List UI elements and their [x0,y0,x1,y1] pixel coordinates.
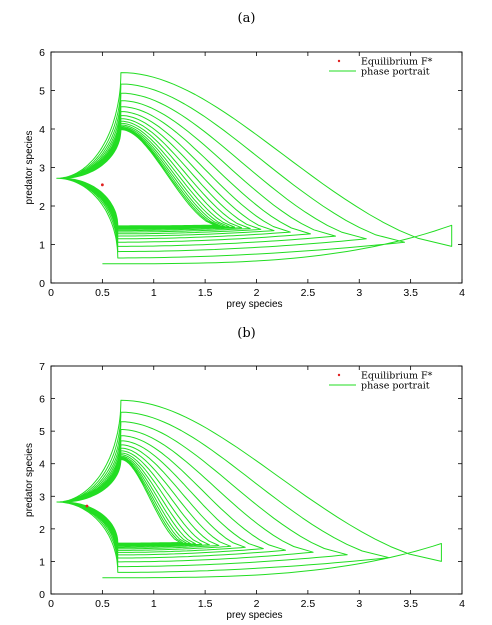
y-tick-label: 7 [39,361,45,373]
y-tick-label: 4 [39,124,45,136]
y-tick-label: 5 [39,426,45,438]
x-tick-label: 1 [151,598,157,610]
y-tick-label: 4 [39,459,45,471]
x-tick-label: 1.5 [198,598,213,610]
equilibrium-point [100,183,104,187]
x-tick-label: 0.5 [95,598,110,610]
x-tick-label: 1.5 [198,287,213,299]
phase-portrait-line [56,399,442,579]
panel-label: (b) [237,326,255,341]
x-tick-label: 1 [151,287,157,299]
legend-equilibrium-marker [337,59,341,63]
x-tick-label: 3.5 [403,287,418,299]
y-tick-label: 0 [39,278,45,290]
x-tick-label: 3.5 [403,598,418,610]
y-tick-label: 3 [39,491,45,503]
y-tick-label: 0 [39,589,45,601]
x-tick-label: 2.5 [301,598,316,610]
legend-equilibrium-label: Equilibrium F* [361,57,433,68]
plot-frame [50,51,463,284]
legend-equilibrium-marker [337,373,341,377]
y-tick-label: 6 [39,394,45,406]
chart-panel-a: (a) 0 0.5 1 1.5 2 2.5 3 3.5 4 0 1 2 3 4 5 6 prey species p… [24,11,465,310]
chart-panel-b: (b) 0 0.5 1 1.5 2 2.5 3 3.5 4 0 1 2 3 4 5 6 7 prey species… [24,326,465,621]
y-tick-label: 2 [39,201,45,213]
legend-portrait-label: phase portrait [361,67,430,78]
y-tick-label: 5 [39,86,45,98]
y-tick-label: 6 [39,47,45,59]
x-tick-label: 2 [254,287,260,299]
x-tick-label: 4 [459,287,465,299]
x-axis-label: prey species [226,299,282,310]
y-axis-label: predator species [24,443,35,517]
x-tick-label: 4 [459,598,465,610]
x-tick-label: 0 [48,287,54,299]
x-tick-label: 3 [356,287,362,299]
x-axis-label: prey species [226,610,282,621]
x-tick-label: 2 [254,598,260,610]
legend-equilibrium-label: Equilibrium F* [361,371,433,382]
y-tick-label: 1 [39,240,45,252]
y-tick-label: 3 [39,163,45,175]
y-tick-label: 1 [39,556,45,568]
x-tick-label: 2.5 [301,287,316,299]
x-tick-label: 3 [356,598,362,610]
phase-portrait-line [56,72,453,265]
y-tick-label: 2 [39,524,45,536]
equilibrium-point [85,504,89,508]
panel-label: (a) [238,11,256,26]
x-tick-label: 0.5 [95,287,110,299]
x-tick-label: 0 [48,598,54,610]
y-axis-label: predator species [24,131,35,205]
legend-portrait-label: phase portrait [361,381,430,392]
